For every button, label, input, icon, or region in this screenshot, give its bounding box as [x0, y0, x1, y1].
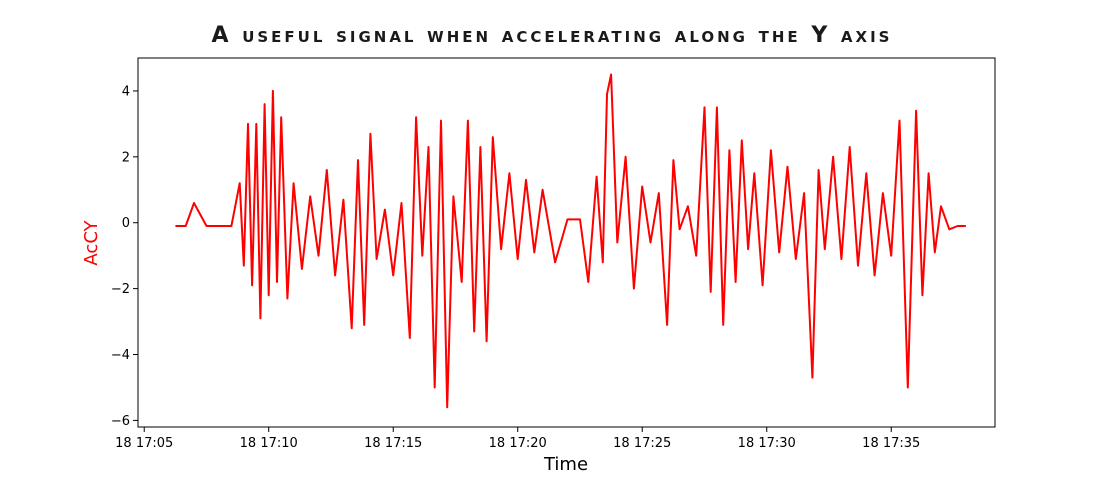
- x-tick-label: 18 17:10: [240, 436, 298, 451]
- series-line: [175, 73, 966, 409]
- x-tick-label: 18 17:25: [613, 436, 671, 451]
- x-axis-label: Time: [543, 454, 588, 475]
- x-axis: 18 17:05 18 17:10 18 17:15 18 17:20 18 17:25…: [115, 427, 920, 451]
- y-tick-label: 0: [122, 216, 130, 231]
- x-tick-label: 18 17:05: [115, 436, 173, 451]
- x-tick-label: 18 17:15: [364, 436, 422, 451]
- x-tick-label: 18 17:20: [489, 436, 547, 451]
- y-tick-label: 4: [122, 84, 130, 99]
- y-tick-label: −6: [111, 414, 130, 429]
- y-tick-label: −2: [111, 282, 130, 297]
- x-tick-label: 18 17:35: [862, 436, 920, 451]
- y-axis-label: AcCY: [81, 219, 102, 265]
- series-layer: [175, 73, 966, 409]
- x-tick-label: 18 17:30: [738, 436, 796, 451]
- plot-frame: [137, 57, 996, 428]
- y-tick-label: 2: [122, 150, 130, 165]
- y-axis: 4 2 0 −2 −4 −6: [111, 84, 138, 429]
- chart-title: A useful signal when accelerating along …: [212, 23, 893, 48]
- y-tick-label: −4: [111, 348, 130, 363]
